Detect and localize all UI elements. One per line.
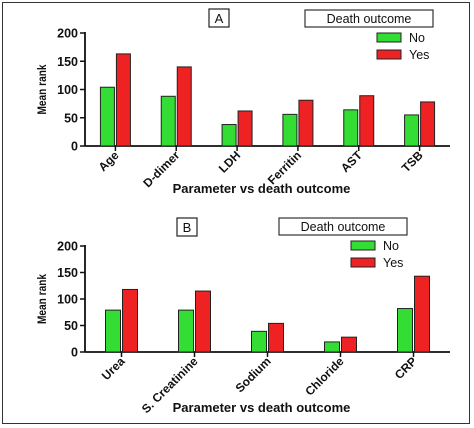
x-tick-label: CRP [392,354,420,382]
legend-swatch-yes [376,49,402,60]
bar-no-tsb [404,114,420,147]
legend-title-box [304,9,434,28]
y-tick-label: 150 [57,266,78,280]
bar-yes-ferritin [298,99,314,147]
bar-yes-ldh [237,110,253,147]
y-tick-label: 200 [57,27,78,41]
legend-title-box [278,217,408,236]
y-tick-label: 50 [64,111,78,125]
panel-label-box [176,217,198,237]
panel-label: B [183,220,192,235]
bar-yes-crp [414,275,430,353]
bar-yes-sodium [268,322,284,353]
y-tick-label: 0 [71,140,78,154]
x-tick-label: AST [338,148,365,175]
legend-swatch-yes [350,257,376,268]
bar-yes-ast [359,95,375,147]
legend-swatch-no [350,240,376,251]
bar-yes-tsb [420,101,436,147]
bar-no-urea [105,309,121,353]
legend-swatch-no [376,32,402,43]
bar-no-ferritin [282,113,298,147]
legend-label-no: No [409,31,425,45]
bar-no-ast [343,109,359,147]
bar-no-crp [397,308,413,353]
y-tick-label: 100 [57,293,78,307]
y-tick-label: 100 [57,83,78,97]
bar-yes-chloride [341,336,357,353]
x-tick-label: Sodium [233,354,274,395]
y-tick-label: 0 [71,346,78,360]
legend-label-yes: Yes [409,48,429,62]
y-tick-label: 200 [57,240,78,254]
y-axis-label: Mean rank [35,64,49,114]
bar-no-age [99,86,115,147]
x-tick-label: Chloride [302,354,347,399]
bar-yes-s-creatinine [195,290,211,353]
x-tick-label: Urea [99,354,128,383]
figure-frame [2,2,470,424]
bar-no-chloride [324,341,340,353]
bar-no-ldh [221,124,237,147]
legend-title: Death outcome [327,12,412,26]
y-axis-label: Mean rank [35,274,49,324]
x-tick-label: Age [96,148,122,174]
y-tick-label: 50 [64,319,78,333]
bar-yes-d-dimer [176,66,192,147]
x-axis-label: Parameter vs death outcome [173,400,351,415]
bar-no-sodium [251,330,267,353]
x-tick-label: TSB [399,148,426,175]
bar-no-d-dimer [160,95,176,147]
x-tick-label: LDH [216,148,243,175]
panel-label-box [208,8,230,28]
x-axis-label: Parameter vs death outcome [173,181,351,196]
legend-label-no: No [383,239,399,253]
legend-label-yes: Yes [383,256,403,270]
panel-label: A [215,11,224,26]
bar-yes-age [115,53,131,147]
bar-no-s-creatinine [178,309,194,353]
y-tick-label: 150 [57,55,78,69]
legend-title: Death outcome [301,220,386,234]
bar-yes-urea [122,288,138,353]
